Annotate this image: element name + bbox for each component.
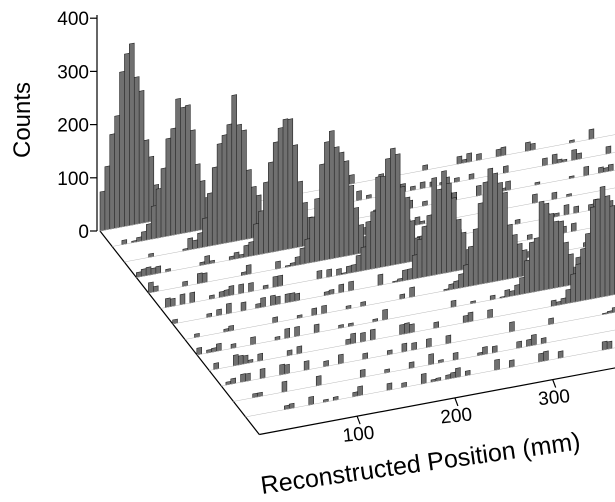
y-tick-label: 400	[57, 9, 89, 30]
histogram-series-10	[208, 185, 615, 371]
histogram-bars	[213, 185, 615, 370]
x-tick-label: 300	[537, 386, 571, 410]
x-tick-mark	[552, 379, 557, 388]
series-baseline	[196, 276, 615, 356]
y-tick-label: 0	[78, 222, 89, 243]
x-tick-label: 200	[439, 404, 473, 428]
histogram-series-11	[220, 307, 615, 387]
depth-axis-line	[99, 230, 260, 435]
histogram-bars	[252, 334, 547, 399]
y-tick-label: 200	[57, 116, 89, 137]
series-baseline	[220, 312, 615, 387]
axes: 0100200300400100200300400500	[57, 9, 615, 447]
x-tick-mark	[454, 397, 459, 407]
histogram-bars	[284, 340, 613, 411]
x-tick-label: 100	[342, 423, 376, 447]
series-baseline	[184, 258, 615, 340]
histogram-series-13	[245, 340, 615, 418]
x-tick-mark	[356, 415, 361, 425]
y-axis-title: Counts	[9, 82, 36, 158]
x-axis-title: Reconstructed Position (mm)	[259, 427, 582, 500]
series-baseline	[172, 240, 615, 325]
y-tick-label: 100	[57, 169, 89, 190]
histogram-series-8	[184, 167, 615, 340]
y-tick-label: 300	[57, 62, 89, 83]
axis-labels: Counts Reconstructed Position (mm)	[9, 82, 582, 500]
histogram-series-12	[233, 329, 615, 402]
histogram-series	[99, 42, 615, 418]
histogram-bars	[225, 307, 615, 386]
series-baseline	[208, 294, 615, 371]
x-axis-line	[259, 367, 615, 436]
series-baseline	[233, 329, 615, 402]
series-baseline	[245, 347, 615, 418]
